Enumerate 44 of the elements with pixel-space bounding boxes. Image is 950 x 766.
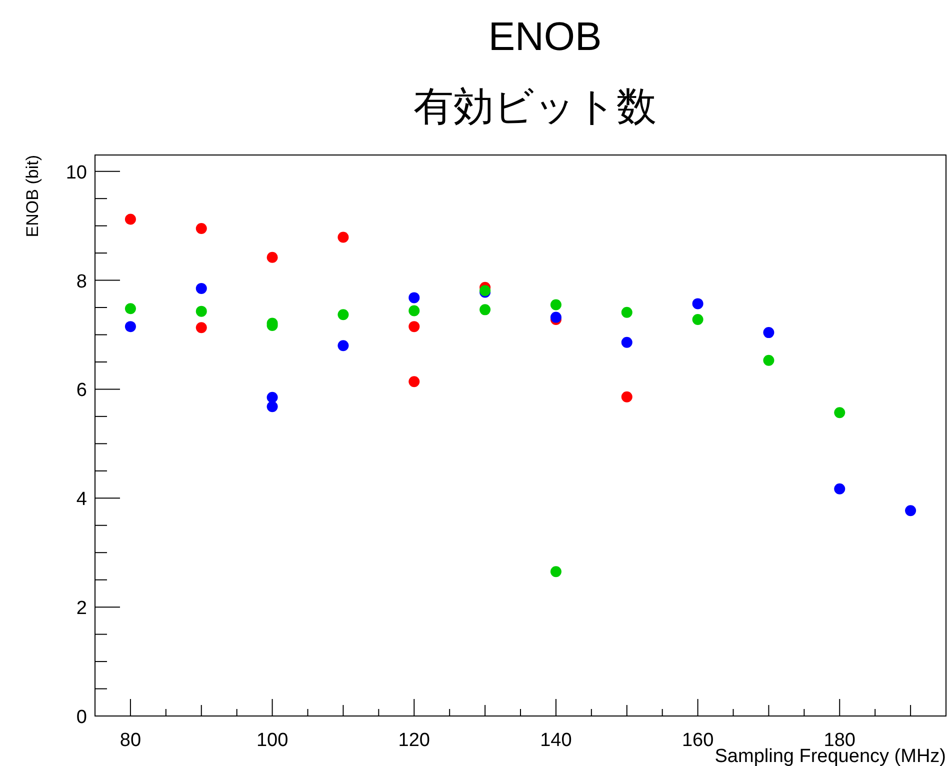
point bbox=[763, 354, 774, 366]
point bbox=[124, 321, 136, 332]
point bbox=[196, 322, 207, 334]
point bbox=[408, 376, 420, 388]
point bbox=[338, 232, 349, 243]
x-tick-label: 120 bbox=[398, 730, 430, 751]
y-tick-label: 8 bbox=[76, 271, 87, 292]
point bbox=[692, 314, 704, 325]
y-tick-label: 6 bbox=[76, 380, 87, 402]
x-tick-label: 160 bbox=[682, 730, 714, 751]
point bbox=[763, 327, 774, 338]
point bbox=[692, 298, 704, 310]
point bbox=[408, 305, 420, 316]
point bbox=[124, 303, 136, 314]
point bbox=[621, 306, 632, 318]
point bbox=[196, 282, 207, 294]
x-tick-label: 100 bbox=[256, 730, 288, 751]
point bbox=[196, 306, 207, 317]
point bbox=[621, 336, 632, 348]
y-tick-label: 4 bbox=[76, 489, 88, 510]
point bbox=[338, 309, 349, 320]
point bbox=[266, 401, 278, 412]
point bbox=[266, 392, 278, 403]
point bbox=[550, 566, 562, 578]
point bbox=[124, 214, 136, 225]
chart-title: ENOB bbox=[488, 15, 602, 59]
point bbox=[834, 407, 846, 418]
x-tick-label: 80 bbox=[120, 730, 142, 751]
x-tick-label: 140 bbox=[540, 730, 572, 751]
y-tick-label: 2 bbox=[76, 598, 87, 620]
point bbox=[480, 304, 491, 316]
point bbox=[550, 299, 562, 310]
point bbox=[834, 483, 846, 494]
point bbox=[905, 505, 916, 516]
y-tick-label: 10 bbox=[66, 162, 87, 184]
point bbox=[196, 223, 207, 234]
y-axis-title: ENOB (bit) bbox=[23, 155, 42, 238]
point bbox=[408, 292, 420, 304]
y-tick-label: 0 bbox=[76, 707, 87, 728]
point bbox=[266, 252, 278, 263]
point bbox=[621, 391, 632, 402]
chart-subtitle: 有効ビット数 bbox=[414, 85, 656, 129]
point bbox=[408, 321, 420, 332]
point bbox=[338, 340, 349, 352]
